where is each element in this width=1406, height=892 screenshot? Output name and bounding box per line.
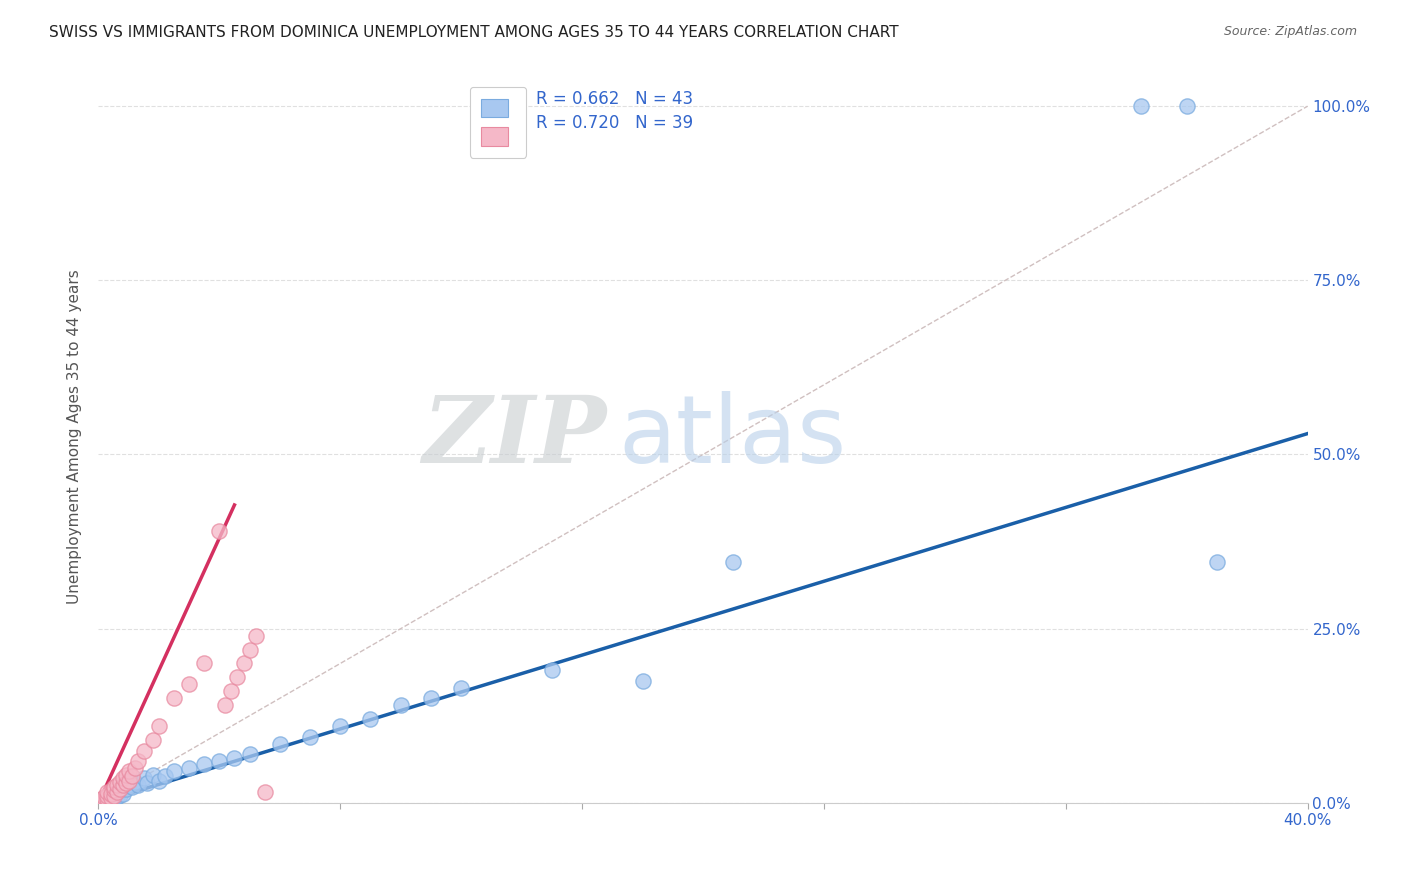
Point — [108, 781, 131, 796]
Point — [127, 778, 149, 792]
Point — [132, 772, 155, 786]
Point — [100, 788, 122, 802]
Point — [108, 775, 131, 789]
Point — [105, 785, 128, 799]
Point — [132, 743, 155, 757]
Point — [179, 761, 201, 775]
Point — [93, 794, 115, 808]
Point — [103, 780, 125, 795]
Point — [93, 793, 115, 807]
Point — [103, 791, 125, 805]
Point — [124, 761, 146, 775]
Point — [193, 657, 215, 671]
Point — [93, 792, 115, 806]
Point — [360, 712, 382, 726]
Point — [100, 789, 122, 803]
Point — [90, 794, 112, 808]
Point — [105, 778, 128, 792]
Point — [450, 681, 472, 695]
Point — [142, 768, 165, 782]
Point — [121, 780, 143, 795]
Text: atlas: atlas — [619, 391, 846, 483]
Point — [118, 764, 141, 779]
Text: R = 0.720   N = 39: R = 0.720 N = 39 — [536, 113, 693, 131]
Point — [1175, 99, 1198, 113]
Point — [148, 773, 170, 788]
Point — [329, 719, 352, 733]
Point — [723, 556, 745, 570]
Point — [96, 789, 118, 803]
Point — [420, 691, 443, 706]
Point — [90, 791, 112, 805]
Point — [253, 785, 276, 799]
Point — [1130, 99, 1153, 113]
Point — [108, 788, 131, 802]
Point — [142, 733, 165, 747]
Point — [163, 691, 186, 706]
Point — [114, 781, 136, 796]
Point — [245, 629, 267, 643]
Point — [179, 677, 201, 691]
Point — [631, 673, 654, 688]
Point — [96, 785, 118, 799]
Point — [108, 783, 131, 797]
Text: SWISS VS IMMIGRANTS FROM DOMINICA UNEMPLOYMENT AMONG AGES 35 TO 44 YEARS CORRELA: SWISS VS IMMIGRANTS FROM DOMINICA UNEMPL… — [49, 25, 898, 40]
Text: ZIP: ZIP — [422, 392, 606, 482]
Point — [163, 764, 186, 779]
Point — [299, 730, 322, 744]
Point — [224, 750, 246, 764]
Point — [96, 793, 118, 807]
Point — [153, 769, 176, 783]
Point — [226, 670, 249, 684]
Point — [103, 783, 125, 797]
Point — [103, 789, 125, 803]
Legend: , : , — [470, 87, 526, 158]
Point — [148, 719, 170, 733]
Point — [214, 698, 236, 713]
Point — [121, 769, 143, 783]
Point — [93, 790, 115, 805]
Point — [114, 768, 136, 782]
Point — [118, 778, 141, 792]
Point — [127, 754, 149, 768]
Point — [111, 772, 134, 786]
Point — [269, 737, 291, 751]
Point — [389, 698, 412, 713]
Point — [124, 775, 146, 789]
Point — [111, 778, 134, 792]
Point — [114, 776, 136, 790]
Point — [96, 790, 118, 805]
Point — [96, 792, 118, 806]
Point — [208, 524, 231, 538]
Point — [232, 657, 254, 671]
Point — [135, 776, 157, 790]
Point — [208, 754, 231, 768]
Point — [239, 642, 262, 657]
Point — [105, 785, 128, 799]
Text: R = 0.662   N = 43: R = 0.662 N = 43 — [536, 90, 693, 108]
Point — [540, 664, 562, 678]
Point — [1206, 556, 1229, 570]
Point — [103, 788, 125, 802]
Point — [100, 791, 122, 805]
Point — [111, 787, 134, 801]
Point — [105, 789, 128, 804]
Point — [100, 791, 122, 805]
Point — [90, 794, 112, 808]
Point — [239, 747, 262, 761]
Point — [118, 773, 141, 788]
Text: Source: ZipAtlas.com: Source: ZipAtlas.com — [1223, 25, 1357, 38]
Point — [193, 757, 215, 772]
Point — [221, 684, 243, 698]
Y-axis label: Unemployment Among Ages 35 to 44 years: Unemployment Among Ages 35 to 44 years — [67, 269, 83, 605]
